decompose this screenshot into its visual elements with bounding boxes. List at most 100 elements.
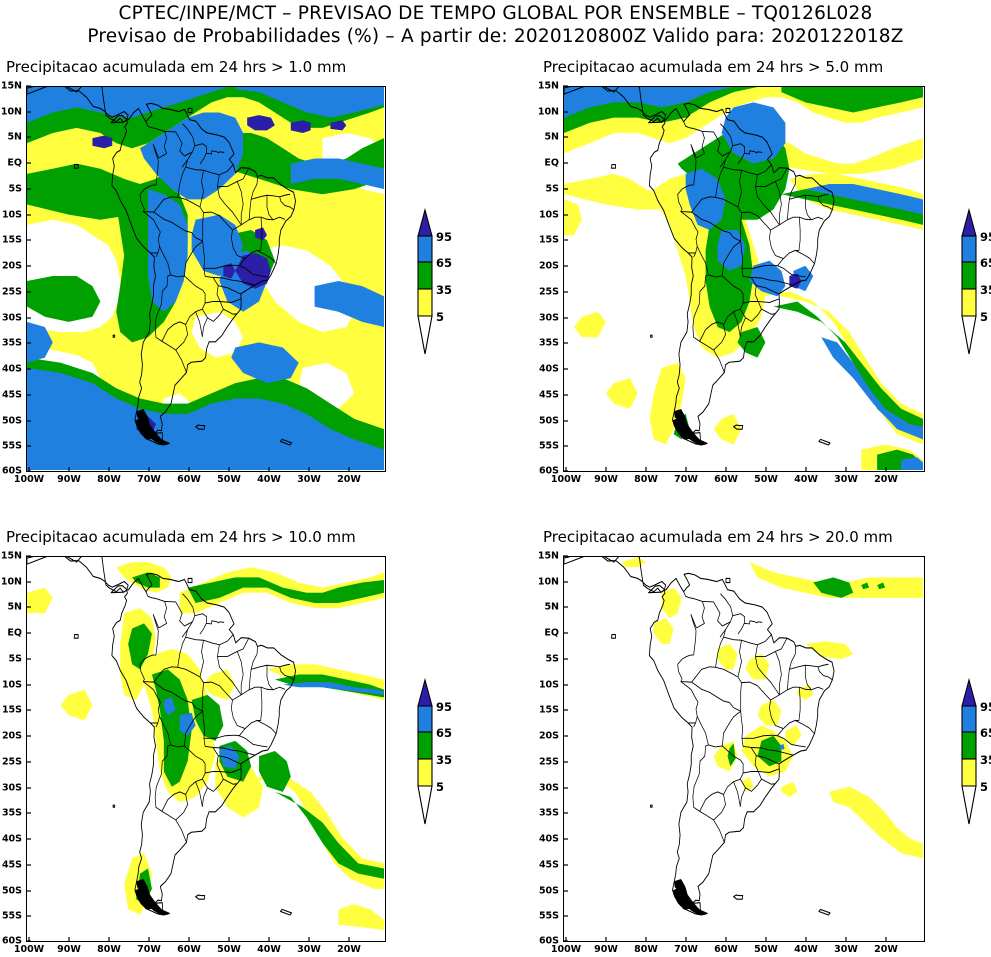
y-tick-label: EQ bbox=[544, 157, 559, 169]
x-tick-label: 50W bbox=[217, 944, 241, 955]
y-tick-label: 40S bbox=[538, 363, 559, 375]
y-tick-label: 15S bbox=[1, 704, 22, 716]
x-tick-label: 100W bbox=[550, 474, 582, 485]
panel-3-field bbox=[27, 557, 384, 940]
y-tick-label: 60S bbox=[1, 935, 22, 947]
y-tick-label: 20S bbox=[1, 730, 22, 742]
y-tick-label: 35S bbox=[1, 807, 22, 819]
y-tick-label: 10N bbox=[537, 106, 559, 118]
x-tick-label: 30W bbox=[834, 944, 858, 955]
y-tick-label: 45S bbox=[1, 389, 22, 401]
x-tick-label: 60W bbox=[177, 474, 201, 485]
y-tick-label: 15S bbox=[538, 234, 559, 246]
x-tick-label: 20W bbox=[337, 474, 361, 485]
colorbar-label-35: 35 bbox=[436, 283, 453, 297]
y-tick-label: 5N bbox=[7, 601, 22, 613]
colorbar-label-5: 5 bbox=[980, 780, 989, 794]
panel-4-title: Precipitacao acumulada em 24 hrs > 20.0 … bbox=[543, 528, 893, 546]
y-tick-label: 55S bbox=[538, 440, 559, 452]
y-tick-label: EQ bbox=[544, 627, 559, 639]
x-tick-label: 70W bbox=[674, 944, 698, 955]
y-tick-label: 5N bbox=[544, 601, 559, 613]
panel-4-field bbox=[564, 557, 923, 940]
y-tick-label: EQ bbox=[7, 627, 22, 639]
x-tick-label: 20W bbox=[337, 944, 361, 955]
x-tick-label: 30W bbox=[297, 474, 321, 485]
panel-3-colorbar: 95 65 35 5 bbox=[414, 678, 452, 826]
y-tick-label: 25S bbox=[1, 286, 22, 298]
y-tick-label: 25S bbox=[538, 286, 559, 298]
y-tick-label: 55S bbox=[1, 440, 22, 452]
y-tick-label: 60S bbox=[538, 935, 559, 947]
y-tick-label: 10S bbox=[1, 209, 22, 221]
y-tick-label: 5S bbox=[545, 653, 559, 665]
x-tick-label: 70W bbox=[137, 944, 161, 955]
panel-4-colorbar: 95 65 35 5 bbox=[958, 678, 991, 826]
x-tick-label: 60W bbox=[714, 474, 738, 485]
y-tick-label: 10N bbox=[0, 106, 22, 118]
y-tick-label: 15S bbox=[538, 704, 559, 716]
colorbar-label-65: 65 bbox=[436, 726, 453, 740]
y-tick-label: 45S bbox=[538, 389, 559, 401]
colorbar-label-65: 65 bbox=[436, 256, 453, 270]
panel-1-colorbar: 95 65 35 5 bbox=[414, 208, 452, 356]
colorbar-label-95: 95 bbox=[436, 230, 453, 244]
x-tick-label: 40W bbox=[794, 944, 818, 955]
x-tick-label: 100W bbox=[13, 474, 45, 485]
y-tick-label: 35S bbox=[538, 807, 559, 819]
panel-2-map bbox=[563, 86, 925, 472]
colorbar-label-65: 65 bbox=[980, 256, 991, 270]
colorbar-label-65: 65 bbox=[980, 726, 991, 740]
x-tick-label: 50W bbox=[754, 944, 778, 955]
y-tick-label: 45S bbox=[538, 859, 559, 871]
y-tick-label: 40S bbox=[1, 833, 22, 845]
panel-2-field bbox=[564, 87, 923, 470]
colorbar-label-95: 95 bbox=[980, 700, 991, 714]
y-tick-label: 30S bbox=[1, 782, 22, 794]
colorbar-label-35: 35 bbox=[980, 753, 991, 767]
panel-1-title: Precipitacao acumulada em 24 hrs > 1.0 m… bbox=[6, 58, 347, 76]
y-tick-label: 10S bbox=[538, 679, 559, 691]
y-tick-label: 5N bbox=[544, 131, 559, 143]
panel-1-map bbox=[26, 86, 386, 472]
x-tick-label: 90W bbox=[57, 944, 81, 955]
y-tick-label: 40S bbox=[538, 833, 559, 845]
y-tick-label: 25S bbox=[538, 756, 559, 768]
x-tick-label: 20W bbox=[874, 474, 898, 485]
y-tick-label: 30S bbox=[538, 782, 559, 794]
x-tick-label: 40W bbox=[257, 474, 281, 485]
panel-2-title: Precipitacao acumulada em 24 hrs > 5.0 m… bbox=[543, 58, 884, 76]
colorbar-label-95: 95 bbox=[980, 230, 991, 244]
y-tick-label: 35S bbox=[1, 337, 22, 349]
colorbar-swatches bbox=[961, 678, 977, 825]
y-tick-label: 15N bbox=[537, 80, 559, 92]
y-tick-label: 15N bbox=[0, 550, 22, 562]
y-tick-label: 5S bbox=[8, 653, 22, 665]
x-tick-label: 50W bbox=[754, 474, 778, 485]
colorbar-label-95: 95 bbox=[436, 700, 453, 714]
y-tick-label: 20S bbox=[1, 260, 22, 272]
y-tick-label: 30S bbox=[1, 312, 22, 324]
x-tick-label: 100W bbox=[13, 944, 45, 955]
x-tick-label: 90W bbox=[57, 474, 81, 485]
y-tick-label: 50S bbox=[538, 885, 559, 897]
panel-4-map bbox=[563, 556, 925, 942]
colorbar-label-5: 5 bbox=[436, 780, 445, 794]
y-tick-label: 15N bbox=[0, 80, 22, 92]
y-tick-label: 10N bbox=[537, 576, 559, 588]
panel-3-map bbox=[26, 556, 386, 942]
colorbar-label-35: 35 bbox=[980, 283, 991, 297]
colorbar-swatches bbox=[961, 208, 977, 355]
x-tick-label: 100W bbox=[550, 944, 582, 955]
x-tick-label: 40W bbox=[257, 944, 281, 955]
x-tick-label: 70W bbox=[137, 474, 161, 485]
x-tick-label: 30W bbox=[834, 474, 858, 485]
y-tick-label: 45S bbox=[1, 859, 22, 871]
x-tick-label: 60W bbox=[177, 944, 201, 955]
x-tick-label: 90W bbox=[594, 944, 618, 955]
y-tick-label: 10S bbox=[1, 679, 22, 691]
x-tick-label: 30W bbox=[297, 944, 321, 955]
y-tick-label: 60S bbox=[1, 465, 22, 477]
panel-2-colorbar: 95 65 35 5 bbox=[958, 208, 991, 356]
